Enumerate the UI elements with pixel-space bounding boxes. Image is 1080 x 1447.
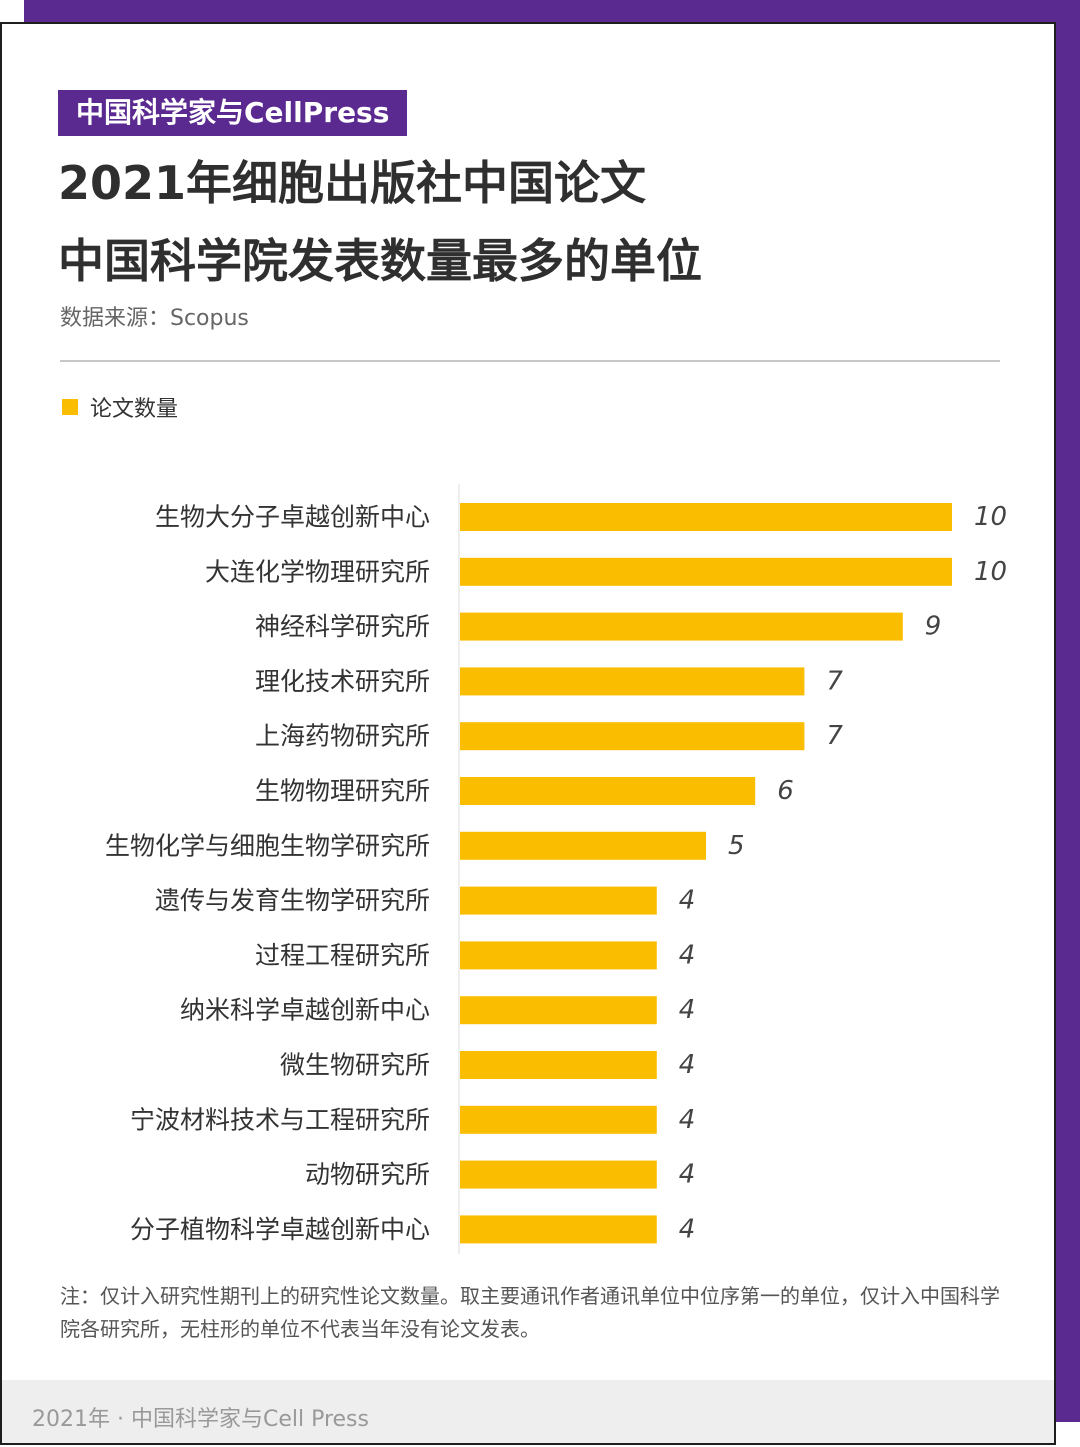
category-label: 生物化学与细胞生物学研究所 — [105, 831, 430, 860]
category-label: 大连化学物理研究所 — [205, 557, 430, 586]
bar — [460, 557, 952, 586]
category-label: 宁波材料技术与工程研究所 — [130, 1105, 430, 1134]
data-source: 数据来源：Scopus — [60, 306, 249, 331]
value-label: 7 — [826, 666, 843, 696]
value-label: 10 — [974, 502, 1007, 532]
category-label: 微生物研究所 — [280, 1051, 430, 1080]
value-label: 4 — [679, 1105, 696, 1135]
value-label: 4 — [679, 1050, 696, 1080]
footer-bar: 2021年 · 中国科学家与Cell Press — [2, 1380, 1054, 1443]
bar — [460, 941, 657, 970]
value-label: 4 — [679, 1160, 696, 1190]
category-label: 生物大分子卓越创新中心 — [155, 503, 430, 532]
brand-tag: 中国科学家与CellPress — [58, 90, 408, 136]
category-label: 生物物理研究所 — [255, 777, 430, 806]
page-title: 2021年细胞出版社中国论文 中国科学院发表数量最多的单位 — [58, 144, 702, 300]
value-label: 5 — [728, 831, 745, 861]
value-label: 9 — [925, 612, 942, 642]
category-label: 神经科学研究所 — [255, 612, 430, 641]
category-label: 上海药物研究所 — [255, 722, 430, 751]
infographic-card: 中国科学家与CellPress 2021年细胞出版社中国论文 中国科学院发表数量… — [0, 22, 1056, 1445]
bar — [460, 1160, 657, 1189]
bar — [460, 722, 805, 751]
bar — [460, 1105, 657, 1134]
bar — [460, 612, 903, 641]
legend-swatch — [62, 399, 78, 415]
bar — [460, 503, 952, 531]
category-label: 分子植物科学卓越创新中心 — [130, 1215, 430, 1244]
bar — [460, 777, 756, 805]
bar-chart: 生物大分子卓越创新中心 10 大连化学物理研究所 10 神经科学研究所 9 理化技术研究所 7… — [105, 484, 1007, 1254]
bar — [460, 1051, 657, 1079]
category-label: 理化技术研究所 — [255, 667, 430, 696]
value-label: 4 — [679, 886, 696, 916]
category-label: 遗传与发育生物学研究所 — [155, 886, 430, 915]
footnote: 注：仅计入研究性期刊上的研究性论文数量。取主要通讯作者通讯单位中位序第一的单位，… — [60, 1284, 1000, 1341]
footer-text: 2021年 · 中国科学家与Cell Press — [32, 1407, 369, 1432]
value-label: 4 — [679, 940, 696, 970]
bar — [460, 667, 805, 696]
value-label: 10 — [974, 557, 1007, 587]
title-line-1: 2021年细胞出版社中国论文 — [58, 156, 647, 210]
value-label: 7 — [826, 721, 843, 751]
category-label: 动物研究所 — [305, 1160, 430, 1189]
bar — [460, 831, 706, 860]
bar — [460, 886, 657, 915]
value-label: 6 — [777, 776, 794, 806]
category-label: 过程工程研究所 — [255, 941, 430, 970]
legend-label: 论文数量 — [90, 397, 179, 422]
divider — [60, 360, 1000, 362]
bar — [460, 996, 657, 1025]
title-line-2: 中国科学院发表数量最多的单位 — [58, 234, 702, 288]
value-label: 4 — [679, 995, 696, 1025]
category-label: 纳米科学卓越创新中心 — [180, 996, 430, 1025]
value-label: 4 — [679, 1214, 696, 1244]
bar — [460, 1215, 657, 1244]
chart-legend: 论文数量 — [62, 391, 178, 423]
